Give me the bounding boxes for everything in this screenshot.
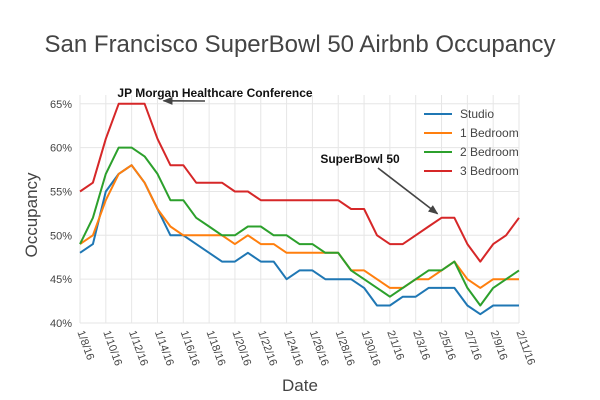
legend-label-2-bedroom[interactable]: 2 Bedroom [460, 145, 519, 159]
annotation-label: SuperBowl 50 [320, 152, 400, 166]
legend-label-1-bedroom[interactable]: 1 Bedroom [460, 126, 519, 140]
x-tick-label: 1/30/16 [359, 329, 383, 368]
x-tick-label: 1/8/16 [74, 329, 96, 362]
x-axis-title: Date [282, 376, 318, 395]
series-lines [79, 102, 520, 316]
series-line-3-bedroom[interactable] [79, 102, 520, 263]
x-tick-label: 2/3/16 [410, 329, 432, 362]
y-tick-label: 40% [50, 318, 72, 330]
annotations: JP Morgan Healthcare Conference SuperBowl… [117, 86, 439, 215]
x-tick-label: 1/28/16 [333, 329, 357, 368]
x-tick-label: 1/14/16 [152, 329, 176, 368]
y-axis-ticks: 40% 45% 50% 55% 60% 65% [50, 99, 72, 330]
y-tick-label: 65% [50, 99, 72, 111]
x-tick-label: 2/5/16 [436, 329, 458, 362]
y-tick-label: 55% [50, 186, 72, 198]
y-tick-label: 50% [50, 230, 72, 242]
annotation-label: JP Morgan Healthcare Conference [117, 86, 313, 100]
x-axis-ticks: 1/8/16 1/10/16 1/12/16 1/14/16 1/16/16 1/18/1… [74, 329, 537, 368]
x-tick-label: 2/11/16 [513, 329, 537, 367]
x-tick-label: 1/16/16 [178, 329, 202, 368]
x-tick-label: 1/22/16 [255, 329, 279, 368]
x-tick-label: 1/18/16 [204, 329, 228, 368]
y-axis-title: Occupancy [22, 172, 41, 258]
x-tick-label: 2/1/16 [384, 329, 406, 362]
series-line-studio[interactable] [79, 164, 519, 316]
x-tick-label: 1/26/16 [307, 329, 331, 368]
chart-title: San Francisco SuperBowl 50 Airbnb Occupa… [45, 31, 556, 58]
x-tick-label: 1/10/16 [100, 329, 124, 368]
y-tick-label: 60% [50, 143, 72, 155]
legend-label-3-bedroom[interactable]: 3 Bedroom [460, 164, 519, 178]
x-tick-label: 1/20/16 [229, 329, 253, 368]
legend-label-studio[interactable]: Studio [460, 107, 494, 121]
annotation-arrow [377, 167, 439, 215]
series-line-2-bedroom[interactable] [79, 146, 520, 307]
x-tick-label: 2/9/16 [488, 329, 510, 362]
x-tick-label: 2/7/16 [462, 329, 484, 362]
x-tick-label: 1/12/16 [126, 329, 150, 368]
y-tick-label: 45% [50, 274, 72, 286]
legend[interactable]: Studio 1 Bedroom 2 Bedroom 3 Bedroom [424, 107, 519, 178]
x-tick-label: 1/24/16 [281, 329, 305, 368]
